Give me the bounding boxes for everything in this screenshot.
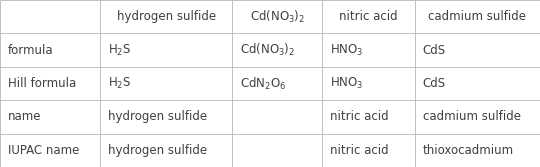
Text: nitric acid: nitric acid bbox=[330, 144, 388, 157]
Text: nitric acid: nitric acid bbox=[330, 110, 388, 123]
Text: hydrogen sulfide: hydrogen sulfide bbox=[108, 110, 207, 123]
Text: HNO$_3$: HNO$_3$ bbox=[330, 76, 363, 91]
Text: formula: formula bbox=[8, 44, 53, 57]
Text: cadmium sulfide: cadmium sulfide bbox=[423, 110, 521, 123]
Text: cadmium sulfide: cadmium sulfide bbox=[428, 10, 526, 23]
Text: Cd(NO$_3$)$_2$: Cd(NO$_3$)$_2$ bbox=[249, 9, 305, 25]
Text: CdS: CdS bbox=[423, 77, 446, 90]
Text: hydrogen sulfide: hydrogen sulfide bbox=[117, 10, 216, 23]
Text: H$_2$S: H$_2$S bbox=[108, 43, 131, 58]
Text: Hill formula: Hill formula bbox=[8, 77, 76, 90]
Text: HNO$_3$: HNO$_3$ bbox=[330, 43, 363, 58]
Text: Cd(NO$_3$)$_2$: Cd(NO$_3$)$_2$ bbox=[240, 42, 295, 58]
Text: name: name bbox=[8, 110, 42, 123]
Text: thioxocadmium: thioxocadmium bbox=[423, 144, 514, 157]
Text: H$_2$S: H$_2$S bbox=[108, 76, 131, 91]
Text: nitric acid: nitric acid bbox=[339, 10, 397, 23]
Text: CdN$_2$O$_6$: CdN$_2$O$_6$ bbox=[240, 75, 287, 92]
Text: IUPAC name: IUPAC name bbox=[8, 144, 79, 157]
Text: hydrogen sulfide: hydrogen sulfide bbox=[108, 144, 207, 157]
Text: CdS: CdS bbox=[423, 44, 446, 57]
